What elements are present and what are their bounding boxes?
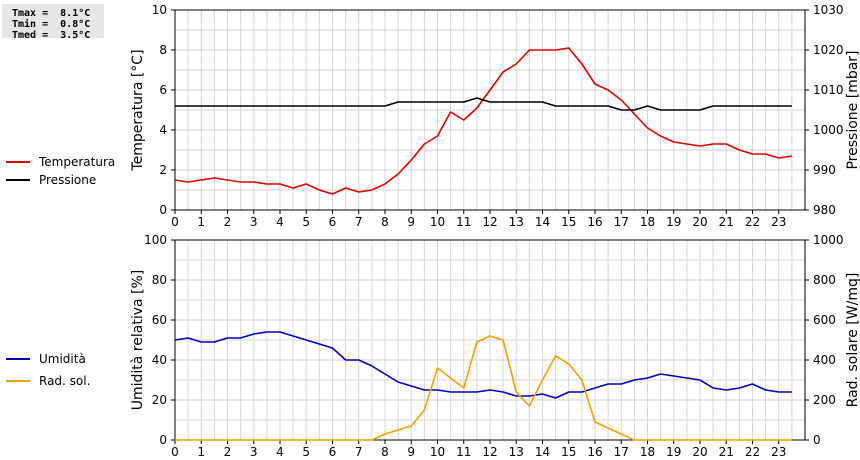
y-tick-label-left: 60 [152,313,167,327]
legend-label: Pressione [39,173,96,187]
legend-label: Temperatura [38,155,115,169]
x-tick-label: 19 [666,215,681,229]
x-tick-label: 2 [224,445,232,459]
x-tick-label: 1 [197,215,205,229]
legend-label: Rad. sol. [39,374,90,388]
x-tick-label: 21 [719,445,734,459]
y-tick-label-right: 1000 [813,123,844,137]
x-tick-label: 10 [430,445,445,459]
y-tick-label-right: 0 [813,433,821,447]
chart-panel-1: 0 1 2 3 4 5 6 7 8 9 10 11 12 13 14 15 16 17 18 19 20 21 22 2302… [6,3,860,229]
x-tick-label: 4 [276,215,284,229]
x-tick-label: 14 [535,445,550,459]
x-tick-label: 13 [509,445,524,459]
chart-panel-2: 0 1 2 3 4 5 6 7 8 9 10 11 12 13 14 15 16 17 18 19 20 21 22 2302… [6,233,860,459]
x-tick-label: 0 [171,215,179,229]
y-tick-label-right: 1020 [813,43,844,57]
x-tick-label: 18 [640,215,655,229]
y-tick-label-left: 20 [152,393,167,407]
x-tick-label: 16 [587,215,602,229]
x-tick-label: 21 [719,215,734,229]
y-axis-label-left: Temperatura [°C] [130,49,146,171]
x-tick-label: 20 [692,445,707,459]
y-tick-label-left: 8 [159,43,167,57]
x-tick-label: 12 [482,215,497,229]
tmin-text: Tmin = 0.8°C [12,19,91,30]
x-tick-label: 11 [456,215,471,229]
stats-box: Tmax = 8.1°C Tmin = 0.8°C Tmed = 3.5°C [2,4,104,41]
x-tick-label: 6 [329,445,337,459]
x-tick-label: 3 [250,445,258,459]
x-tick-label: 22 [745,215,760,229]
y-tick-label-left: 80 [152,273,167,287]
y-tick-label-left: 10 [152,3,167,17]
x-tick-label: 15 [561,445,576,459]
x-tick-label: 9 [407,445,415,459]
x-tick-label: 0 [171,445,179,459]
series-line-1-2 [175,97,792,111]
y-tick-label-right: 990 [813,163,836,177]
tmax-text: Tmax = 8.1°C [12,8,91,19]
x-tick-label: 23 [771,215,786,229]
series-line-1-1 [174,47,793,195]
y-tick-label-right: 980 [813,203,836,217]
y-tick-label-right: 1000 [813,233,844,247]
x-tick-label: 16 [587,445,602,459]
x-tick-label: 17 [614,215,629,229]
y-tick-label-left: 4 [159,123,167,137]
x-tick-label: 9 [407,215,415,229]
y-tick-label-left: 100 [144,233,167,247]
x-tick-label: 13 [509,215,524,229]
y-tick-label-right: 400 [813,353,836,367]
x-tick-label: 14 [535,215,550,229]
x-tick-label: 11 [456,445,471,459]
x-tick-label: 19 [666,445,681,459]
y-axis-label-right: Pressione [mbar] [845,50,860,169]
series-line-2-1 [174,331,792,399]
x-tick-label: 3 [250,215,258,229]
y-tick-label-right: 800 [813,273,836,287]
x-tick-label: 7 [355,445,363,459]
legend-label: Umidità [39,352,86,366]
x-tick-label: 5 [302,445,310,459]
y-axis-label-left: Umidità relativa [%] [130,270,146,411]
x-tick-label: 18 [640,445,655,459]
x-tick-label: 7 [355,215,363,229]
x-tick-label: 5 [302,215,310,229]
x-tick-label: 22 [745,445,760,459]
y-tick-label-right: 1030 [813,3,844,17]
x-tick-label: 23 [771,445,786,459]
y-tick-label-right: 200 [813,393,836,407]
y-tick-label-right: 600 [813,313,836,327]
y-tick-label-left: 40 [152,353,167,367]
series-line-2-2 [175,335,792,441]
tmed-text: Tmed = 3.5°C [12,30,91,41]
x-tick-label: 20 [692,215,707,229]
x-tick-label: 1 [197,445,205,459]
x-tick-label: 17 [614,445,629,459]
y-tick-label-left: 2 [159,163,167,177]
x-tick-label: 4 [276,445,284,459]
x-tick-label: 2 [224,215,232,229]
x-tick-label: 8 [381,445,389,459]
x-tick-label: 10 [430,215,445,229]
x-tick-label: 6 [329,215,337,229]
x-tick-label: 8 [381,215,389,229]
y-tick-label-right: 1010 [813,83,844,97]
y-axis-label-right: Rad. solare [W/mq] [845,273,860,408]
y-tick-label-left: 0 [159,433,167,447]
y-tick-label-left: 0 [159,203,167,217]
x-tick-label: 15 [561,215,576,229]
y-tick-label-left: 6 [159,83,167,97]
x-tick-label: 12 [482,445,497,459]
